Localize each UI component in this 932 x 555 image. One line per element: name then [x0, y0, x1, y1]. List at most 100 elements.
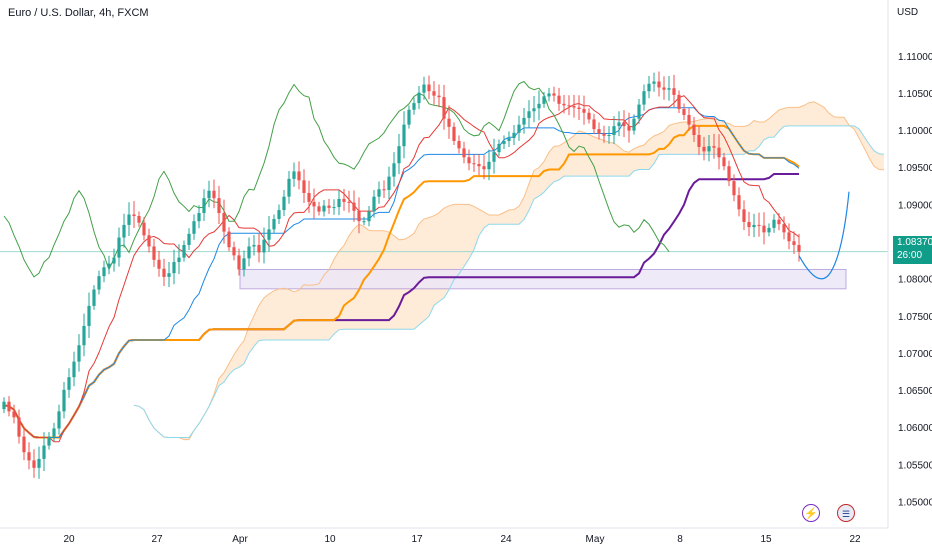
lightning-icon[interactable]: ⚡	[802, 504, 820, 522]
candle-body	[712, 146, 716, 148]
candle-body	[387, 176, 391, 190]
y-tick-label: 1.11000	[898, 52, 932, 63]
candle-body	[382, 189, 386, 191]
y-tick-label: 1.09000	[898, 200, 932, 211]
candle-body	[247, 246, 251, 259]
candle-body	[652, 81, 656, 84]
candle-body	[192, 221, 196, 234]
candle-body	[167, 273, 171, 277]
candle-body	[427, 84, 431, 92]
chikou-span-line	[3, 80, 670, 278]
candle-body	[787, 232, 791, 242]
candle-body	[272, 218, 276, 230]
candle-body	[782, 224, 786, 233]
candle-body	[677, 94, 681, 110]
candle-body	[302, 180, 306, 193]
candle-body	[647, 83, 651, 92]
candle-body	[227, 231, 231, 248]
candle-body	[197, 213, 201, 222]
candle-body	[7, 401, 11, 412]
candle-body	[37, 458, 41, 468]
candle-body	[177, 257, 181, 263]
candle-body	[392, 163, 396, 177]
candle-body	[362, 221, 366, 223]
price-axis-unit: USD	[897, 7, 919, 18]
senkou-span-a-line	[133, 101, 885, 441]
candle-body	[602, 133, 606, 136]
candle-body	[682, 109, 686, 115]
y-tick-label: 1.05000	[898, 498, 932, 509]
candle-body	[17, 417, 21, 437]
candle-body	[707, 146, 711, 152]
candle-body	[662, 87, 666, 90]
candle-body	[442, 97, 446, 119]
candle-body	[522, 117, 526, 125]
candle-body	[762, 225, 766, 233]
candle-body	[637, 104, 641, 119]
candle-body	[12, 411, 16, 418]
candle-body	[667, 88, 671, 90]
x-tick-label: 15	[760, 534, 772, 545]
candle-body	[72, 361, 76, 378]
candle-body	[327, 205, 331, 208]
candle-body	[622, 122, 626, 127]
candle-body	[237, 255, 241, 270]
candle-body	[222, 213, 226, 232]
candle-body	[32, 460, 36, 468]
candle-body	[157, 259, 161, 269]
y-tick-label: 1.10000	[898, 126, 932, 137]
candle-body	[67, 377, 71, 390]
candle-body	[612, 126, 616, 136]
candle-body	[77, 345, 81, 362]
candle-body	[657, 81, 661, 88]
x-tick-label: 8	[677, 534, 683, 545]
candle-body	[162, 268, 166, 277]
candle-body	[322, 205, 326, 212]
candle-body	[92, 289, 96, 306]
candle-body	[497, 143, 501, 153]
candle-body	[537, 103, 541, 109]
y-tick-label: 1.05500	[898, 460, 932, 471]
candle-body	[747, 221, 751, 228]
projection-curve	[798, 191, 850, 280]
candle-body	[172, 262, 176, 274]
candle-body	[552, 93, 556, 96]
candle-body	[542, 96, 546, 104]
candle-body	[797, 244, 801, 252]
candle-body	[547, 93, 551, 97]
candle-body	[352, 202, 356, 211]
candle-body	[597, 129, 601, 134]
us-flag-icon[interactable]: ☰	[837, 504, 855, 522]
candle-body	[532, 108, 536, 112]
candle-body	[22, 436, 26, 453]
y-tick-label: 1.07000	[898, 349, 932, 360]
candle-body	[87, 305, 91, 326]
candle-body	[182, 244, 186, 258]
candle-body	[217, 198, 221, 214]
candle-body	[452, 126, 456, 141]
candle-body	[617, 122, 621, 127]
candle-body	[752, 224, 756, 228]
candle-body	[437, 95, 441, 98]
candle-body	[757, 224, 761, 226]
candle-body	[777, 219, 781, 225]
candle-body	[557, 95, 561, 104]
y-tick-label: 1.06000	[898, 423, 932, 434]
candle-body	[482, 166, 486, 170]
candle-body	[527, 111, 531, 118]
candle-body	[772, 219, 776, 228]
candle-body	[27, 452, 31, 461]
candle-body	[277, 210, 281, 219]
candle-body	[312, 201, 316, 207]
x-tick-label: 10	[324, 534, 336, 545]
candle-body	[47, 436, 51, 446]
candle-body	[367, 211, 371, 222]
candle-body	[592, 119, 596, 130]
candle-countdown: 26:00	[897, 250, 923, 261]
candle-body	[57, 411, 61, 429]
candle-body	[582, 109, 586, 113]
candle-body	[462, 148, 466, 158]
candle-body	[577, 107, 581, 110]
